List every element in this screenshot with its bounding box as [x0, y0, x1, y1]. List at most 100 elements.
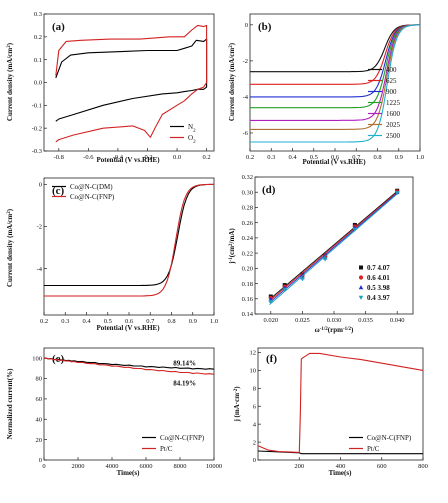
y-tick-label: 40 — [36, 416, 43, 423]
x-tick-label: -0.8 — [54, 154, 64, 161]
y-tick-label: -2 — [37, 224, 42, 231]
y-tick-label: 100 — [32, 355, 42, 362]
x-tick-label: 10000 — [206, 463, 222, 470]
legend-label: Co@N-C(FNP) — [367, 434, 412, 442]
x-tick-label: 0.7 — [146, 318, 155, 325]
y-tick-label: 0.24 — [242, 235, 254, 242]
data-point — [322, 257, 328, 262]
x-tick-label: 0.9 — [395, 154, 403, 161]
panel-a: -0.8 -0.6 -0.4 -0.2 0.0 0.2 -0.3 -0.2 -0.1 0.0 0.1… — [6, 11, 215, 164]
x-tick-label: 600 — [377, 463, 387, 470]
y-tick-label: -0.3 — [32, 148, 42, 155]
x-tick-label: 0.6 — [331, 154, 340, 161]
legend-label: 0.6 4.01 — [367, 274, 390, 282]
y-tick-label: 0.18 — [242, 281, 253, 288]
y-axis-label: Current density (mA/cm2) — [6, 42, 14, 121]
x-tick-label: -0.2 — [142, 154, 152, 161]
panel-label: (c) — [52, 185, 65, 197]
x-tick-label: 0.9 — [189, 318, 197, 325]
panel-c: 0.2 0.3 0.4 0.5 0.6 0.7 0.8 0.9 1.0 0 -2 -4 Potentia… — [6, 177, 218, 332]
x-tick-label: 0.030 — [327, 317, 342, 324]
x-tick-label: 0.8 — [373, 154, 381, 161]
data-point — [300, 277, 305, 282]
legend-label: Co@N-C(FNP) — [70, 193, 115, 201]
y-tick-label: -2 — [243, 58, 248, 65]
y-tick-label: 60 — [36, 396, 43, 403]
y-tick-label: 0.1 — [34, 57, 42, 64]
panel-b: 0.2 0.3 0.4 0.5 0.6 0.7 0.8 0.9 1.0 0 -2 -4 -6 Potent… — [228, 13, 424, 166]
legend-label: 1600 — [386, 110, 401, 118]
y-tick-label: 80 — [36, 376, 43, 383]
cv-curve — [55, 24, 208, 143]
panel-label: (f) — [266, 353, 277, 365]
x-tick-label: 0.2 — [40, 318, 48, 325]
y-tick-label: 0.20 — [242, 266, 253, 273]
y-tick-label: 0.28 — [242, 205, 253, 212]
y-tick-label: 0.16 — [242, 296, 254, 303]
y-tick-label: 0.22 — [242, 250, 253, 257]
y-axis-label: j-1(cm2/mA) — [228, 228, 236, 265]
y-tick-label: -0.2 — [32, 125, 42, 132]
x-tick-label: 2000 — [72, 463, 85, 470]
lsv-curve — [250, 24, 420, 109]
x-tick-label: 0.040 — [390, 317, 405, 324]
x-axis-label: ω-1/2(rpm-1/2) — [315, 326, 354, 334]
panel-d: 0.020 0.025 0.030 0.035 0.040 0.14 0.16 0.18 0.2… — [228, 174, 414, 334]
y-tick-label: 20 — [36, 437, 43, 444]
x-tick-label: 0.7 — [352, 154, 361, 161]
x-axis-label: Time(s) — [117, 469, 140, 477]
x-tick-label: 0.4 — [82, 318, 91, 325]
y-tick-label: -4 — [37, 266, 43, 273]
x-tick-label: -0.6 — [83, 154, 94, 161]
y-tick-label: 0.14 — [242, 311, 254, 318]
x-tick-label: 200 — [294, 463, 304, 470]
x-tick-label: 0.035 — [358, 317, 373, 324]
legend-marker — [358, 295, 364, 300]
legend-label: 400 — [386, 66, 397, 74]
x-tick-label: 0.5 — [104, 318, 112, 325]
panel-label: (a) — [52, 21, 65, 33]
x-tick-label: 6000 — [140, 463, 153, 470]
legend-label: Pt/C — [160, 445, 173, 453]
y-tick-label: 0.32 — [242, 174, 253, 181]
legend-label: Co@N-C(DM) — [70, 183, 113, 191]
x-axis-label: Potential (V vs.RHE) — [302, 158, 366, 166]
x-tick-label: 8000 — [174, 463, 187, 470]
legend-label: 900 — [386, 88, 397, 96]
legend-marker — [358, 275, 364, 280]
retention-annotation: 89.14% — [173, 359, 196, 367]
plot-frame — [257, 347, 424, 461]
methanol-curve — [257, 352, 424, 453]
y-tick-label: 8 — [253, 386, 256, 393]
chrono-curve — [44, 357, 215, 375]
x-tick-label: 400 — [336, 463, 346, 470]
x-tick-label: 0.3 — [61, 318, 69, 325]
x-axis-label: Time(s) — [329, 469, 352, 477]
panel-label: (d) — [262, 184, 276, 196]
lsv-curve — [44, 183, 214, 287]
legend-label: O2 — [188, 134, 196, 145]
x-tick-label: 0.0 — [173, 154, 181, 161]
x-axis-label: Potential (V vs.RHE) — [96, 324, 160, 332]
data-point — [394, 191, 400, 196]
y-tick-label: 0 — [39, 182, 42, 189]
y-tick-label: 2 — [253, 439, 256, 446]
legend-label: 2500 — [386, 132, 401, 140]
legend-label: Co@N-C(FNP) — [160, 434, 205, 442]
lsv-curve — [250, 24, 420, 121]
panel-e: 0 2000 4000 6000 8000 10000 0 20 40 60 80 100 Time(s… — [6, 347, 222, 477]
x-tick-label: 0.025 — [295, 317, 310, 324]
y-tick-label: 0 — [245, 22, 248, 29]
legend-marker — [358, 285, 364, 290]
x-tick-label: 0.4 — [288, 154, 297, 161]
x-tick-label: 0.5 — [310, 154, 318, 161]
lsv-curve — [44, 183, 214, 297]
legend-label: 1225 — [386, 99, 401, 107]
y-tick-label: 4 — [253, 421, 257, 428]
data-point — [352, 227, 358, 232]
x-tick-label: 1.0 — [210, 318, 218, 325]
x-tick-label: 1.0 — [416, 154, 424, 161]
y-tick-label: 6 — [253, 403, 257, 410]
legend-label: 0.5 3.98 — [367, 284, 390, 292]
